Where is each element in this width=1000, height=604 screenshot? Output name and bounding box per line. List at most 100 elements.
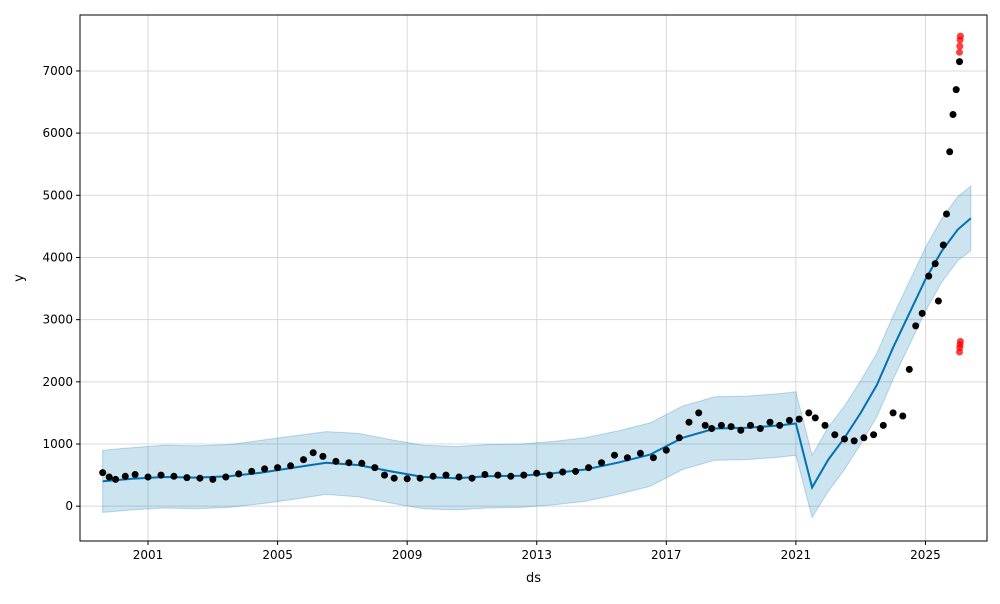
observed-point xyxy=(99,469,107,477)
observed-point xyxy=(248,467,256,475)
observed-point xyxy=(381,471,388,479)
observed-point xyxy=(300,456,307,464)
observed-point xyxy=(899,412,907,420)
observed-point xyxy=(455,473,463,481)
x-tick-label: 2017 xyxy=(651,548,682,562)
observed-point xyxy=(170,472,178,480)
observed-point xyxy=(879,421,887,429)
observed-point xyxy=(870,431,878,439)
observed-points-layer xyxy=(99,58,963,483)
x-tick-label: 2001 xyxy=(133,548,164,562)
observed-point xyxy=(144,473,152,481)
y-tick-label: 5000 xyxy=(42,188,73,202)
observed-point xyxy=(785,416,793,424)
observed-point xyxy=(918,309,926,317)
y-tick-label: 4000 xyxy=(42,250,73,264)
observed-point xyxy=(766,418,774,426)
observed-point xyxy=(821,421,829,429)
observed-point xyxy=(403,475,411,483)
observed-point xyxy=(756,425,764,432)
observed-point xyxy=(345,459,353,467)
observed-point xyxy=(805,409,813,417)
interval-band-layer xyxy=(102,184,972,519)
observed-point xyxy=(776,421,784,429)
observed-point xyxy=(931,260,939,268)
observed-point xyxy=(841,435,848,443)
observed-point xyxy=(332,457,340,465)
observed-point xyxy=(943,210,950,218)
observed-point xyxy=(956,58,963,66)
observed-point xyxy=(912,322,920,330)
observed-point xyxy=(727,423,735,431)
x-tick-label: 2013 xyxy=(521,548,552,562)
observed-point xyxy=(831,431,839,439)
observed-point xyxy=(371,464,379,472)
y-tick-label: 0 xyxy=(65,499,73,513)
observed-point xyxy=(559,468,567,476)
observed-point xyxy=(209,475,217,483)
y-tick-label: 7000 xyxy=(42,64,73,78)
observed-point xyxy=(701,421,709,429)
observed-point xyxy=(598,459,605,467)
observed-point xyxy=(685,418,693,426)
observed-point xyxy=(481,471,489,478)
plot-frame xyxy=(79,14,988,542)
observed-point xyxy=(196,474,204,482)
observed-point xyxy=(390,474,398,482)
observed-point xyxy=(183,474,191,482)
observed-point xyxy=(860,434,868,442)
observed-point xyxy=(468,474,476,482)
y-tick-label: 2000 xyxy=(42,375,73,389)
observed-point xyxy=(222,473,230,481)
observed-point xyxy=(939,241,947,249)
observed-point xyxy=(442,471,450,479)
observed-point xyxy=(850,437,858,445)
observed-point xyxy=(520,471,528,479)
observed-point xyxy=(611,451,618,459)
y-tick-label: 3000 xyxy=(42,313,73,327)
y-tick-label: 1000 xyxy=(42,437,73,451)
x-tick-label: 2005 xyxy=(262,548,293,562)
anomaly-point xyxy=(956,32,964,40)
observed-point xyxy=(261,465,269,473)
observed-point xyxy=(274,464,282,472)
observed-point xyxy=(675,434,683,442)
observed-point xyxy=(572,467,580,475)
anomaly-points-layer xyxy=(956,32,964,356)
observed-point xyxy=(358,459,366,467)
observed-point xyxy=(235,470,243,478)
observed-point xyxy=(925,272,933,280)
y-axis-label: y xyxy=(12,274,27,282)
observed-point xyxy=(546,471,554,479)
observed-point xyxy=(952,86,960,94)
anomaly-point xyxy=(956,337,964,345)
observed-point xyxy=(946,148,954,156)
observed-point xyxy=(287,462,295,470)
observed-point xyxy=(636,449,644,457)
observed-point xyxy=(708,425,716,432)
x-tick-label: 2009 xyxy=(392,548,423,562)
x-axis-label: ds xyxy=(526,571,541,586)
observed-point xyxy=(905,365,913,373)
observed-point xyxy=(717,421,725,429)
anomaly-point xyxy=(956,48,963,56)
observed-point xyxy=(533,469,541,477)
observed-point xyxy=(811,414,819,422)
observed-point xyxy=(949,111,957,118)
observed-point xyxy=(747,421,754,429)
observed-point xyxy=(131,471,139,478)
observed-point xyxy=(662,446,670,454)
observed-point xyxy=(623,454,631,462)
observed-point xyxy=(309,449,317,457)
x-tick-label: 2021 xyxy=(781,548,812,562)
observed-point xyxy=(934,297,942,305)
observed-point xyxy=(157,471,165,479)
observed-point xyxy=(319,452,327,460)
grid-layer xyxy=(80,15,987,541)
observed-point xyxy=(507,472,515,480)
observed-point xyxy=(112,475,120,483)
observed-point xyxy=(121,472,129,480)
anomaly-point xyxy=(956,42,964,50)
